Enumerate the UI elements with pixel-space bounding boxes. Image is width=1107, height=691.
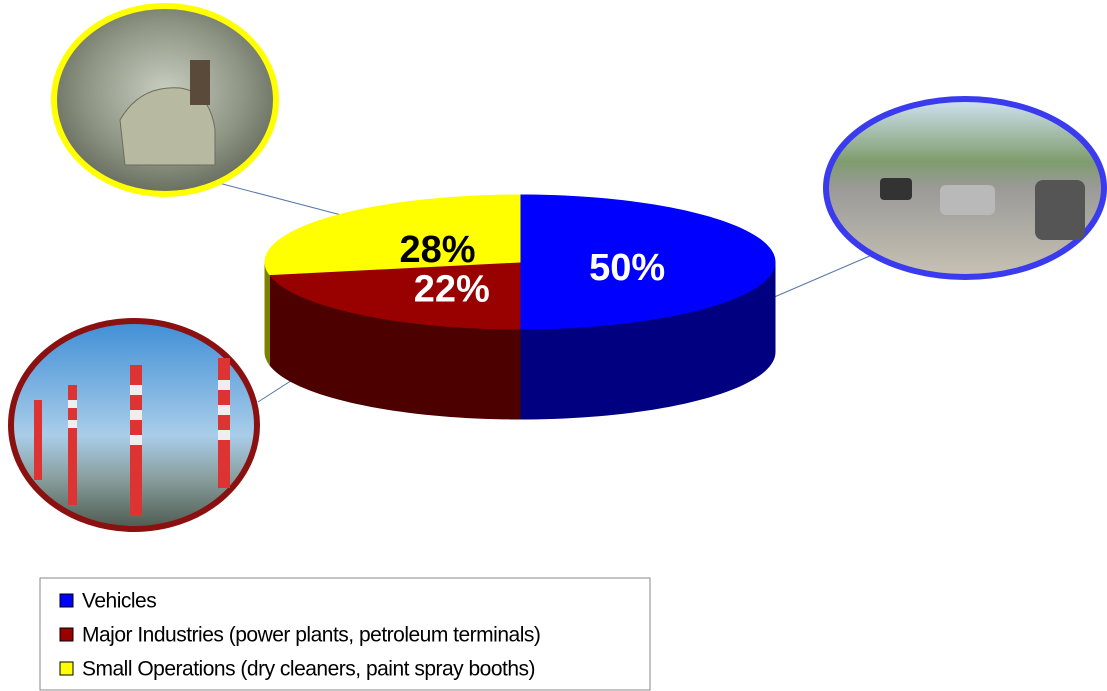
legend-label: Small Operations (dry cleaners, paint sp… bbox=[82, 658, 535, 681]
pie: 50% 22%28% bbox=[264, 194, 776, 420]
value-label: 28% bbox=[399, 229, 475, 271]
value-label: 22% bbox=[414, 269, 490, 311]
legend-box bbox=[39, 577, 651, 691]
legend-swatch bbox=[59, 593, 74, 608]
legend-swatch bbox=[59, 661, 74, 676]
legend-label: Vehicles bbox=[82, 590, 156, 613]
value-label: 50% bbox=[589, 247, 665, 289]
pie-slice bbox=[268, 261, 521, 330]
photo-power-plant bbox=[8, 318, 260, 532]
legend: Vehicles Major Industries (power plants, … bbox=[59, 590, 541, 681]
leader-line bbox=[771, 254, 873, 299]
pie-slice bbox=[519, 194, 776, 330]
legend-label: Major Industries (power plants, petroleu… bbox=[82, 624, 540, 647]
photo-paint-booth bbox=[51, 3, 279, 197]
leader-line bbox=[214, 181, 346, 217]
legend-swatch bbox=[59, 627, 74, 642]
pie-slice bbox=[264, 194, 521, 276]
photo-traffic bbox=[823, 96, 1107, 280]
pie-side bbox=[264, 261, 271, 367]
